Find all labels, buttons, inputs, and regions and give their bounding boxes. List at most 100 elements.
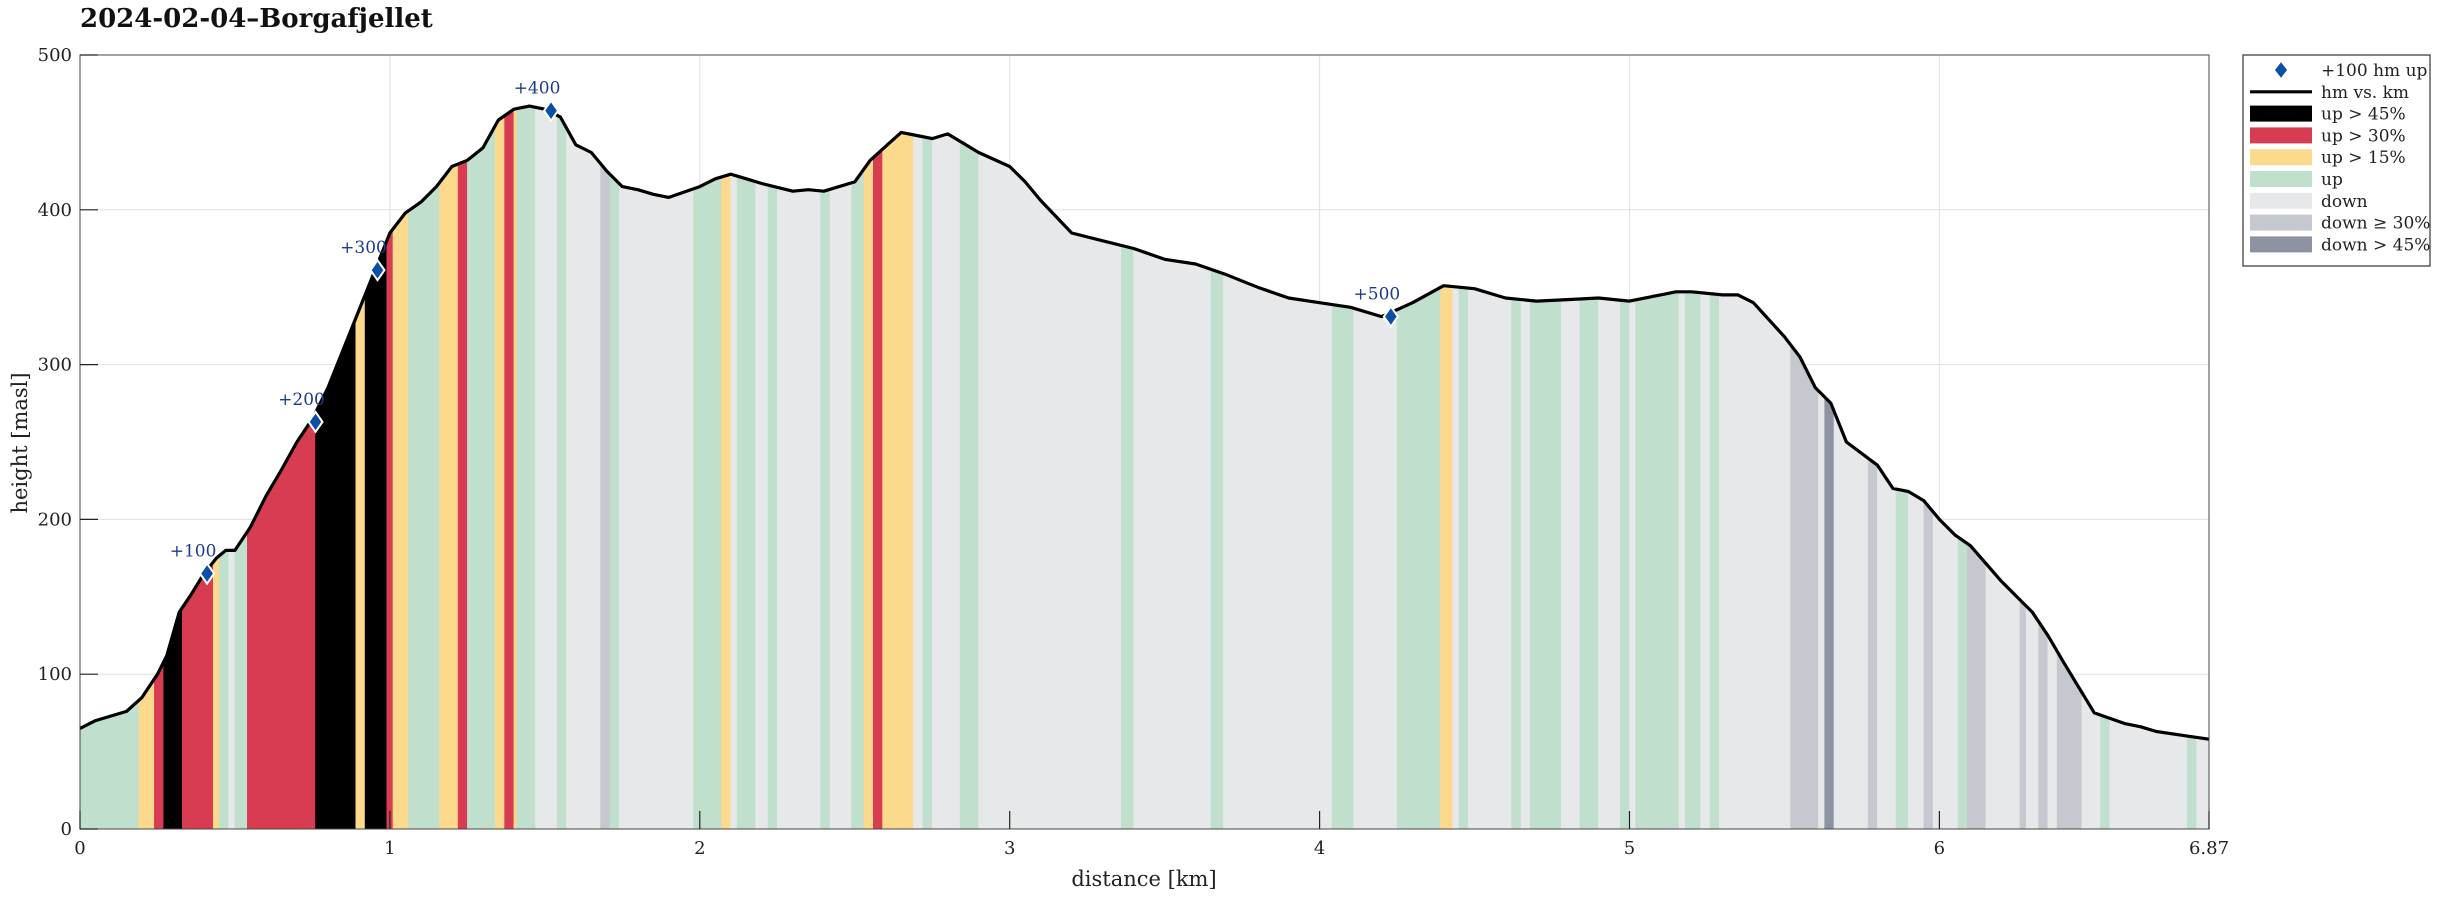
x-tick-label: 1 xyxy=(384,838,395,859)
legend-label: up xyxy=(2321,170,2343,190)
x-tick-label: 5 xyxy=(1624,838,1635,859)
legend-label: up > 30% xyxy=(2321,126,2406,146)
segment-down xyxy=(1468,287,1512,830)
segment-yellow xyxy=(494,115,505,830)
segment-green xyxy=(467,124,496,830)
segment-down xyxy=(913,134,924,830)
segment-yellow xyxy=(513,108,518,830)
legend-swatch-green xyxy=(2250,171,2312,187)
segment-yellow xyxy=(882,142,890,830)
segment-down30 xyxy=(2056,650,2083,830)
y-tick-label: 500 xyxy=(38,45,72,66)
segment-green xyxy=(408,181,440,830)
segment-down xyxy=(1908,490,1925,830)
segment-green xyxy=(1396,286,1441,830)
segment-down xyxy=(755,181,769,830)
segment-green xyxy=(1957,536,1968,830)
x-tick-label: 4 xyxy=(1314,838,1325,859)
segment-down xyxy=(2196,737,2210,830)
y-tick-label: 400 xyxy=(38,200,72,221)
y-tick-label: 0 xyxy=(61,819,72,840)
segment-green xyxy=(2100,714,2111,830)
segment-yellow xyxy=(1440,285,1454,830)
segment-green xyxy=(2187,735,2197,830)
segment-down xyxy=(1452,286,1460,830)
elevation-line xyxy=(79,104,2210,741)
segment-green xyxy=(516,105,536,830)
hm-marker xyxy=(307,410,324,434)
segment-green xyxy=(1635,291,1680,830)
segment-down xyxy=(535,106,558,830)
segment-yellow xyxy=(863,156,874,830)
hm-marker xyxy=(542,98,560,123)
segment-yellow xyxy=(213,554,220,830)
segment-green xyxy=(609,173,620,830)
legend-label: down xyxy=(2321,192,2368,212)
segment-down xyxy=(1133,248,1212,830)
legend-swatch-down45 xyxy=(2250,236,2312,253)
segment-green xyxy=(1121,245,1134,830)
segment-green xyxy=(1579,297,1599,830)
segment-green xyxy=(1709,293,1720,830)
axes: 0 1 2 3 4 5 6 6.87 0 100 200 300 400 500 xyxy=(38,45,2229,859)
x-axis-label: distance [km] xyxy=(1071,867,1216,891)
segment-down xyxy=(1719,294,1791,830)
profile-line xyxy=(79,104,2210,741)
segment-green xyxy=(1210,268,1224,830)
legend-swatch-yellow xyxy=(2250,149,2312,166)
segment-down xyxy=(1353,307,1398,830)
segment-down30 xyxy=(1923,499,1934,830)
segment-green xyxy=(234,530,248,830)
segment-yellow xyxy=(721,173,732,830)
segment-down30 xyxy=(1790,343,1819,830)
legend-label: down > 45% xyxy=(2321,235,2430,255)
gradient-segments xyxy=(79,105,2210,830)
hm-marker xyxy=(198,561,216,586)
hm-markers: +100 +200 +300 +400 +500 xyxy=(170,79,1400,586)
chart-title: 2024-02-04–Borgafjellet xyxy=(80,4,433,34)
segment-black xyxy=(163,633,174,830)
legend-swatch-black xyxy=(2250,105,2312,122)
segment-down30 xyxy=(2019,599,2027,830)
segment-green xyxy=(1895,488,1909,830)
segment-yellow xyxy=(392,210,409,830)
legend-label: up > 15% xyxy=(2321,148,2406,168)
segment-down30 xyxy=(1967,542,1987,830)
segment-down30 xyxy=(600,162,611,830)
segment-green xyxy=(1685,291,1702,830)
segment-down xyxy=(776,187,822,830)
legend-label: down ≥ 30% xyxy=(2321,214,2430,234)
segment-down45 xyxy=(1824,396,1835,830)
y-axis-label: height [masl] xyxy=(8,372,32,513)
segment-down xyxy=(1985,562,2021,830)
segment-down xyxy=(978,152,1122,830)
segment-red xyxy=(247,412,316,830)
hm-marker-label: +300 xyxy=(340,238,387,258)
segment-red xyxy=(504,108,515,830)
segment-down xyxy=(1818,390,1825,830)
segment-yellow xyxy=(138,677,155,830)
hm-marker xyxy=(1382,304,1400,329)
segment-down xyxy=(1520,299,1531,830)
segment-red xyxy=(457,159,468,830)
segment-down30 xyxy=(2038,620,2049,830)
segment-green xyxy=(1331,304,1354,830)
legend-swatch-red xyxy=(2250,127,2312,144)
segment-green xyxy=(1511,298,1522,830)
segment-down xyxy=(829,182,852,830)
hm-marker-label: +400 xyxy=(514,79,561,99)
segment-green xyxy=(1619,299,1630,830)
segment-green xyxy=(556,114,567,830)
x-tick-label: 3 xyxy=(1004,838,1015,859)
segment-down xyxy=(228,550,236,830)
segment-green xyxy=(851,167,865,830)
segment-yellow xyxy=(888,132,914,830)
legend-swatch-down xyxy=(2250,192,2312,209)
segment-red xyxy=(386,228,394,830)
segment-down xyxy=(1678,291,1686,830)
y-tick-label: 200 xyxy=(38,509,72,530)
segment-black xyxy=(364,240,388,830)
segment-down xyxy=(566,126,601,830)
